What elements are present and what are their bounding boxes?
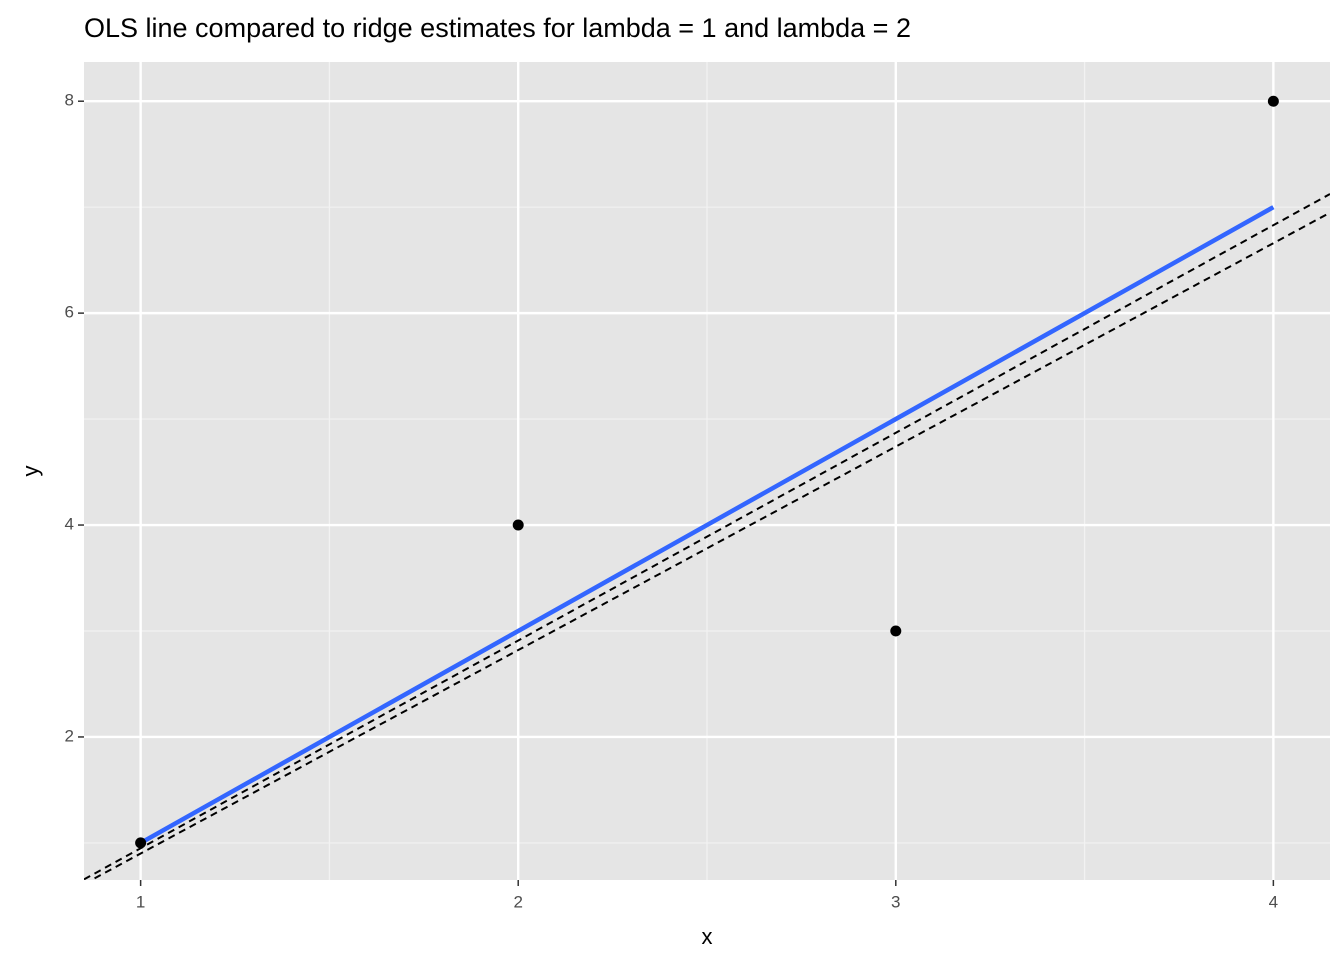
x-tick-label: 1 [136,892,145,911]
chart-title: OLS line compared to ridge estimates for… [84,13,911,43]
y-tick-label: 4 [65,515,74,534]
x-tick-label: 4 [1269,892,1278,911]
point [890,625,902,637]
ridge-line [84,193,1330,880]
y-axis-label: y [18,466,43,477]
ols-line [139,205,1275,845]
ridge-line [89,211,1330,880]
y-tick-label: 6 [65,303,74,322]
point [512,519,524,531]
plot-area [84,95,1330,880]
x-tick-label: 2 [513,892,522,911]
y-tick-label: 2 [65,726,74,745]
x-axis-label: x [702,924,713,949]
y-tick-label: 8 [65,91,74,110]
point [135,837,147,849]
x-tick-label: 3 [891,892,900,911]
point [1267,95,1279,107]
